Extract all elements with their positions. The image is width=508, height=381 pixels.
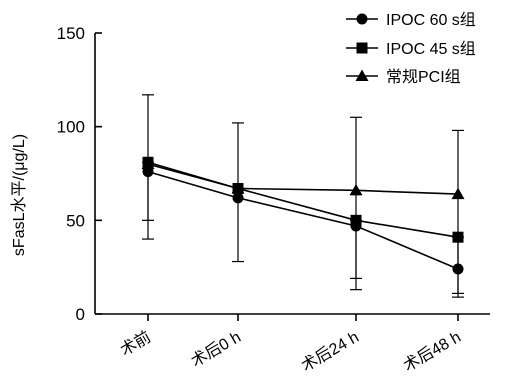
series-markers	[141, 156, 465, 275]
x-tick-label: 术后24 h	[298, 328, 362, 375]
data-point	[349, 183, 363, 196]
y-tick-label: 0	[76, 305, 85, 324]
legend-marker	[356, 13, 368, 25]
legend-label: IPOC 45 s组	[386, 40, 476, 58]
data-point	[141, 157, 155, 170]
data-point	[452, 263, 464, 275]
data-point	[350, 214, 362, 226]
x-tick-label: 术后48 h	[400, 328, 464, 375]
x-tick-label: 术后0 h	[188, 328, 244, 371]
legend-marker	[356, 42, 368, 54]
data-point	[451, 187, 465, 200]
series-line-3	[147, 163, 459, 195]
data-point	[232, 192, 244, 204]
legend-marker	[355, 69, 369, 81]
legend-label: IPOC 60 s组	[386, 11, 476, 29]
y-tick-label: 150	[57, 24, 85, 43]
error-bars	[142, 94, 464, 298]
series-line-1	[147, 170, 459, 270]
legend-label: 常规PCI组	[386, 68, 461, 86]
y-tick-label: 50	[66, 211, 85, 230]
data-point	[231, 181, 245, 194]
y-tick-label: 100	[57, 118, 85, 137]
y-axis-title: sFasL水平/(μg/L)	[10, 134, 28, 256]
x-tick-label: 术前	[117, 328, 154, 360]
series-lines	[147, 161, 459, 270]
data-point	[452, 231, 464, 243]
series-line-2	[147, 161, 459, 238]
